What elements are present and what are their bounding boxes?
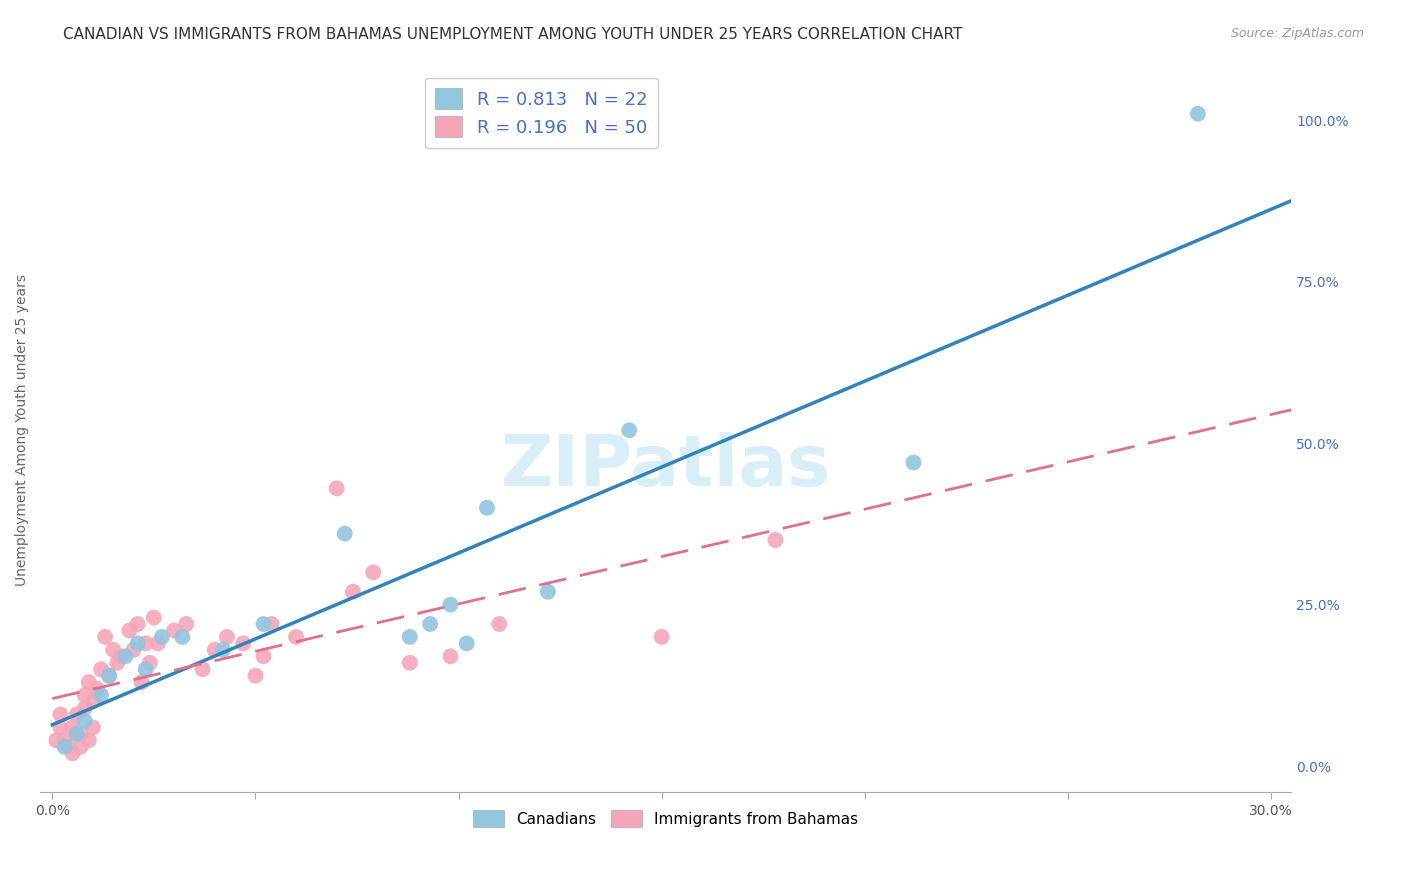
Point: [98, 669, 121, 683]
Point: [49, 720, 72, 734]
Point: [118, 624, 141, 638]
Point: [252, 649, 274, 664]
Point: [73, 701, 96, 715]
Point: [142, 610, 165, 624]
Point: [127, 636, 149, 650]
Point: [537, 584, 560, 599]
Point: [163, 624, 186, 638]
Point: [617, 423, 640, 437]
Point: [58, 739, 80, 754]
Point: [176, 617, 198, 632]
Point: [361, 566, 384, 580]
Point: [122, 643, 145, 657]
Text: CANADIAN VS IMMIGRANTS FROM BAHAMAS UNEMPLOYMENT AMONG YOUTH UNDER 25 YEARS CORR: CANADIAN VS IMMIGRANTS FROM BAHAMAS UNEM…: [63, 27, 963, 42]
Point: [127, 617, 149, 632]
Point: [204, 643, 226, 657]
Point: [45, 733, 67, 747]
Point: [325, 482, 347, 496]
Point: [215, 630, 238, 644]
Point: [66, 727, 89, 741]
Point: [135, 662, 157, 676]
Point: [232, 636, 254, 650]
Point: [98, 669, 121, 683]
Point: [1187, 107, 1209, 121]
Point: [62, 720, 84, 734]
Point: [191, 662, 214, 676]
Point: [114, 649, 136, 664]
Point: [212, 643, 235, 657]
Point: [763, 533, 786, 547]
Point: [260, 617, 283, 632]
Point: [333, 526, 356, 541]
Point: [172, 630, 194, 644]
Point: [94, 630, 117, 644]
Point: [903, 456, 925, 470]
Point: [62, 746, 84, 760]
Point: [73, 688, 96, 702]
Point: [131, 675, 153, 690]
Point: [82, 720, 104, 734]
Point: [77, 675, 100, 690]
Point: [398, 656, 420, 670]
Point: [86, 681, 108, 696]
Point: [439, 598, 461, 612]
Point: [66, 707, 89, 722]
Point: [69, 727, 91, 741]
Point: [456, 636, 478, 650]
Point: [146, 636, 169, 650]
Point: [135, 636, 157, 650]
Point: [90, 662, 112, 676]
Point: [53, 733, 76, 747]
Point: [90, 688, 112, 702]
Point: [252, 617, 274, 632]
Point: [53, 739, 76, 754]
Text: Source: ZipAtlas.com: Source: ZipAtlas.com: [1230, 27, 1364, 40]
Point: [139, 656, 162, 670]
Point: [150, 630, 173, 644]
Point: [77, 733, 100, 747]
Point: [651, 630, 673, 644]
Point: [110, 649, 132, 664]
Point: [103, 643, 125, 657]
Point: [342, 584, 364, 599]
Point: [82, 694, 104, 708]
Y-axis label: Unemployment Among Youth under 25 years: Unemployment Among Youth under 25 years: [15, 274, 30, 586]
Point: [245, 669, 267, 683]
Point: [66, 727, 89, 741]
Point: [105, 656, 128, 670]
Point: [398, 630, 420, 644]
Point: [419, 617, 441, 632]
Point: [49, 707, 72, 722]
Legend: Canadians, Immigrants from Bahamas: Canadians, Immigrants from Bahamas: [465, 802, 866, 835]
Point: [69, 739, 91, 754]
Point: [439, 649, 461, 664]
Point: [475, 500, 498, 515]
Point: [73, 714, 96, 728]
Text: ZIPatlas: ZIPatlas: [501, 432, 831, 501]
Point: [285, 630, 308, 644]
Point: [488, 617, 510, 632]
